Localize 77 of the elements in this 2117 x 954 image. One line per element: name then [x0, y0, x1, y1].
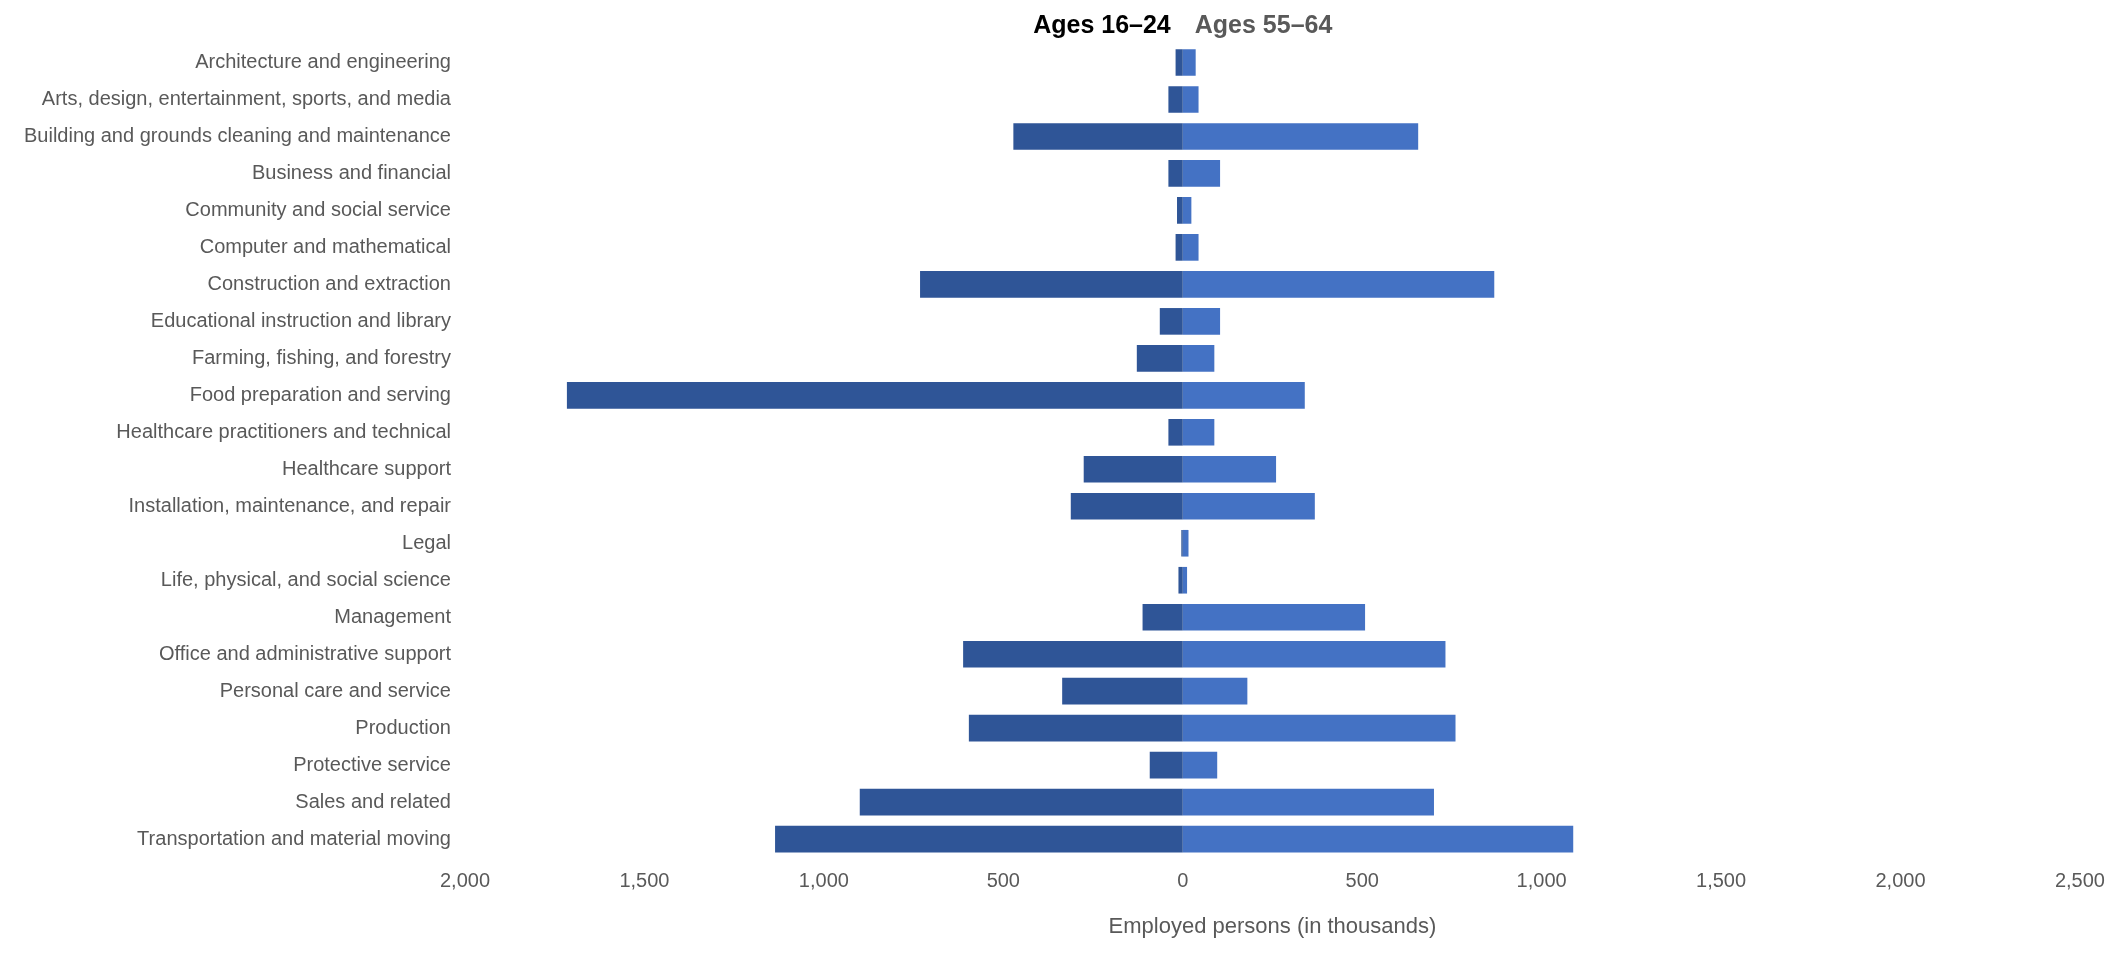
bar	[859, 788, 1183, 816]
bar	[1182, 825, 1574, 853]
bar	[1182, 308, 1221, 335]
bar	[1182, 234, 1199, 261]
bar	[920, 271, 1183, 298]
y-tick-label: Healthcare support	[282, 456, 452, 479]
bar	[566, 382, 1183, 409]
bar	[1168, 160, 1183, 187]
y-tick-label: Business and financial	[251, 160, 451, 183]
y-tick-label: Educational instruction and library	[150, 308, 451, 331]
bar	[1142, 603, 1183, 631]
bar	[968, 714, 1183, 742]
y-tick-label: Construction and extraction	[207, 271, 451, 294]
bar	[1159, 308, 1183, 335]
bar	[1136, 345, 1183, 372]
bar	[1062, 677, 1183, 705]
x-tick-label: 500	[1345, 869, 1379, 892]
x-axis-title: Employed persons (in thousands)	[1108, 912, 1437, 938]
bar	[1182, 566, 1188, 594]
bar	[1182, 788, 1434, 816]
bar	[1182, 751, 1218, 779]
bar	[1175, 234, 1183, 261]
bar	[1182, 640, 1446, 668]
bar	[1149, 751, 1183, 779]
y-tick-label: Life, physical, and social science	[160, 567, 451, 590]
y-tick-label: Transportation and material moving	[137, 826, 451, 849]
bar	[1168, 86, 1183, 113]
y-tick-label: Sales and related	[295, 789, 451, 812]
bar	[1182, 160, 1221, 187]
y-tick-label: Protective service	[293, 752, 451, 775]
x-tick-label: 2,000	[439, 869, 491, 892]
bar	[1168, 419, 1183, 446]
x-tick-label: 1,500	[1696, 869, 1747, 892]
y-tick-label: Management	[334, 604, 452, 627]
y-tick-label: Installation, maintenance, and repair	[128, 493, 452, 516]
x-tick-label: 500	[986, 869, 1020, 892]
text: Ages 55–64	[1194, 9, 1333, 38]
x-tick-label: 0	[1177, 869, 1189, 892]
y-tick-label: Farming, fishing, and forestry	[191, 345, 451, 368]
y-tick-label: Computer and mathematical	[199, 234, 451, 257]
bar	[1182, 603, 1366, 631]
bar	[1182, 455, 1277, 483]
x-tick-label: 1,000	[1516, 869, 1567, 892]
bar	[1182, 86, 1199, 113]
x-tick-label: 1,500	[619, 869, 670, 892]
bar	[1182, 197, 1192, 224]
bar	[1182, 382, 1305, 409]
bar	[1182, 345, 1215, 372]
bar	[1182, 271, 1495, 298]
bar	[1083, 455, 1183, 483]
bar	[1182, 677, 1248, 705]
bar	[1182, 492, 1315, 520]
bar	[1182, 49, 1196, 76]
x-tick-label: 2,500	[2054, 869, 2106, 892]
y-tick-label: Arts, design, entertainment, sports, and media	[41, 86, 452, 109]
y-tick-label: Community and social service	[185, 197, 451, 220]
bar	[1182, 714, 1456, 742]
y-tick-label: Building and grounds cleaning and maintenance	[24, 123, 451, 146]
bar	[1182, 419, 1215, 446]
y-tick-label: Food preparation and serving	[189, 382, 451, 405]
x-tick-label: 2,000	[1875, 869, 1926, 892]
y-tick-label: Personal care and service	[219, 678, 451, 701]
y-tick-label: Legal	[402, 530, 451, 553]
text: Ages 16–24	[1033, 9, 1171, 38]
bar	[1070, 492, 1183, 520]
bar	[775, 825, 1183, 853]
x-tick-label: 1,000	[798, 869, 849, 892]
bar	[963, 640, 1183, 668]
y-tick-label: Architecture and engineering	[195, 50, 451, 73]
y-tick-label: Production	[355, 715, 451, 738]
bar	[1175, 49, 1183, 76]
bar	[1178, 566, 1183, 594]
bar	[1177, 197, 1183, 224]
y-tick-label: Office and administrative support	[158, 641, 452, 664]
y-tick-label: Healthcare practitioners and technical	[116, 419, 451, 442]
bar	[1013, 123, 1183, 150]
bar	[1182, 123, 1419, 150]
